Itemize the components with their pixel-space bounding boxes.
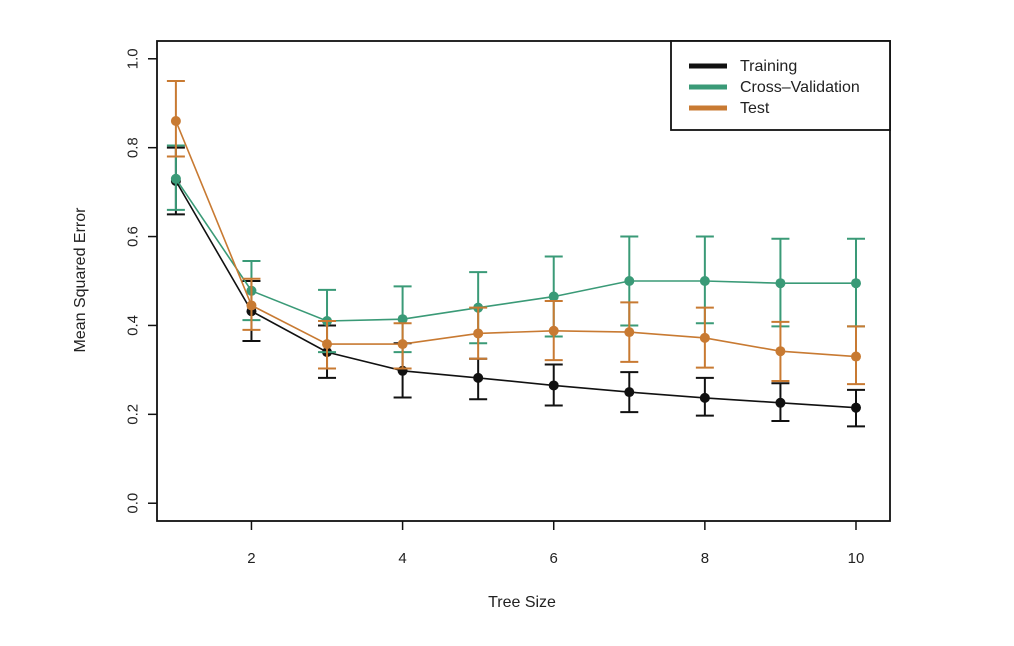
cross-validation-line [175, 178, 856, 322]
x-axis-title: Tree Size [488, 594, 556, 611]
series-layer [166, 80, 865, 428]
y-tick-label: 0.2 [124, 404, 141, 425]
legend: Training Cross–Validation Test [670, 40, 891, 131]
test-point [775, 346, 786, 357]
x-tick-label: 10 [848, 550, 865, 567]
test-point [322, 339, 333, 350]
test-point [473, 328, 484, 339]
y-tick-label: 1.0 [124, 48, 141, 69]
cross-validation-point [775, 278, 786, 289]
test-point [170, 116, 181, 126]
training-point [775, 397, 786, 408]
cross-validation-point [170, 173, 181, 184]
legend-label-training: Training [740, 58, 797, 75]
x-tick-label: 6 [550, 550, 558, 567]
y-axis-title: Mean Squared Error [72, 207, 89, 353]
x-tick-label: 8 [701, 550, 709, 567]
series-test [166, 80, 865, 386]
y-tick-label: 0.0 [124, 493, 141, 514]
training-point [473, 372, 484, 383]
training-point [548, 380, 559, 391]
legend-label-cross-validation: Cross–Validation [740, 79, 860, 96]
x-tick-label: 2 [247, 550, 255, 567]
training-point [850, 402, 861, 413]
training-point [699, 392, 710, 403]
y-tick-label: 0.4 [124, 315, 141, 336]
cross-validation-point [548, 291, 559, 302]
legend-label-test: Test [740, 100, 770, 117]
cross-validation-point [624, 276, 635, 286]
series-cross-validation [166, 144, 865, 354]
plot-frame [156, 40, 891, 522]
test-point [624, 327, 635, 338]
series-training [166, 146, 865, 428]
test-point [548, 325, 559, 336]
test-point [246, 300, 257, 311]
cross-validation-point [850, 278, 861, 289]
training-point [624, 387, 635, 398]
x-tick-label: 4 [398, 550, 406, 567]
cross-validation-point [699, 276, 710, 286]
cross-validation-point [397, 314, 408, 325]
test-point [850, 351, 861, 362]
test-point [397, 339, 408, 350]
x-axis: 2 4 6 8 10 [247, 521, 864, 567]
y-tick-label: 0.6 [124, 226, 141, 247]
y-tick-label: 0.8 [124, 137, 141, 158]
test-point [699, 332, 710, 343]
training-line [175, 180, 857, 409]
y-axis: 0.0 0.2 0.4 0.6 0.8 1.0 [124, 48, 157, 514]
test-line [175, 120, 857, 358]
